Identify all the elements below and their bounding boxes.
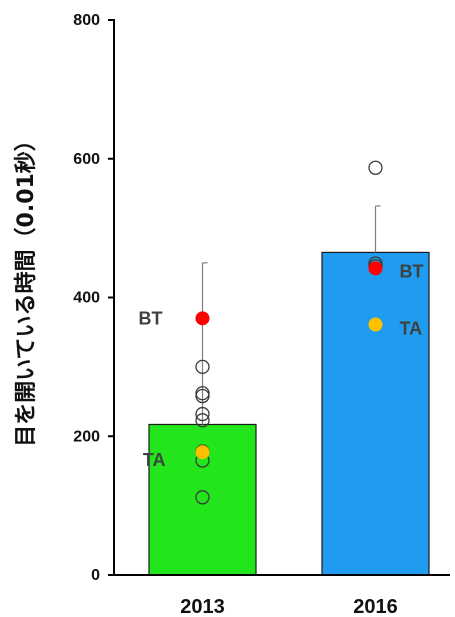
point-label-bt-2016: BT xyxy=(400,261,424,281)
point-2013-6 xyxy=(195,386,210,401)
point-label-ta-2016: TA xyxy=(400,319,423,339)
errors-layer xyxy=(201,205,381,425)
labels-layer: 2013 2016 0 200 400 600 800 xyxy=(73,12,397,617)
highlight-point-bt-2016 xyxy=(368,261,383,276)
point-2013-3 xyxy=(195,413,210,428)
y-tick-label-600: 600 xyxy=(73,151,100,168)
point-2013-7 xyxy=(195,359,210,375)
point-label-bt-2013: BT xyxy=(139,308,163,328)
highlight-point-ta-2013 xyxy=(195,445,210,460)
y-tick-label-0: 0 xyxy=(91,567,100,584)
point-2013-4 xyxy=(195,406,210,422)
bars-layer xyxy=(148,251,430,576)
highlight-point-bt-2013 xyxy=(195,311,210,326)
point-2013-0 xyxy=(195,490,210,505)
bar-2016 xyxy=(321,251,430,576)
y-tick-label-800: 800 xyxy=(73,12,100,29)
point-2016-2 xyxy=(368,160,383,175)
axes-layer xyxy=(108,19,450,576)
category-label-2016: 2016 xyxy=(353,596,398,617)
y-tick-label-400: 400 xyxy=(73,290,100,307)
y-axis-label: 目を開いている時間（0.01秒） xyxy=(14,129,39,447)
point-label-ta-2013: TA xyxy=(143,450,166,470)
category-label-2013: 2013 xyxy=(180,596,225,617)
y-tick-label-200: 200 xyxy=(73,428,100,445)
y-axis-label-group: 目を開いている時間（0.01秒） xyxy=(14,129,39,447)
highlight-point-ta-2016 xyxy=(368,317,383,332)
highlight-points-layer: BT TA BT TA xyxy=(139,261,424,470)
